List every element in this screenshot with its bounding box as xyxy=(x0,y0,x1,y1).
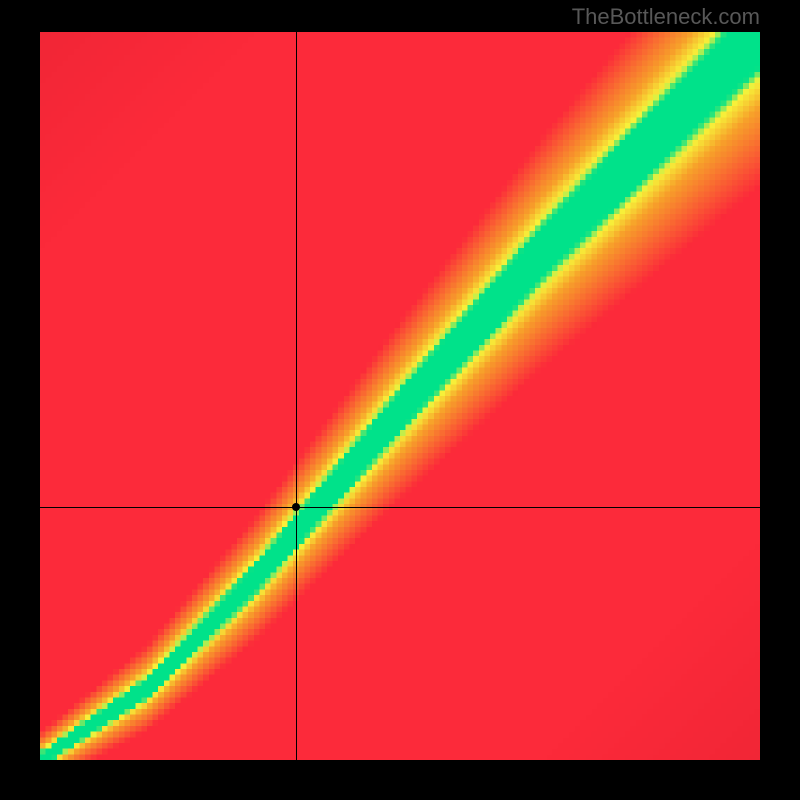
plot-area xyxy=(40,32,760,760)
selection-marker xyxy=(292,503,300,511)
crosshair-horizontal xyxy=(40,507,760,508)
attribution-text: TheBottleneck.com xyxy=(572,4,760,30)
chart-frame: TheBottleneck.com xyxy=(0,0,800,800)
bottleneck-heatmap xyxy=(40,32,760,760)
crosshair-vertical xyxy=(296,32,297,760)
